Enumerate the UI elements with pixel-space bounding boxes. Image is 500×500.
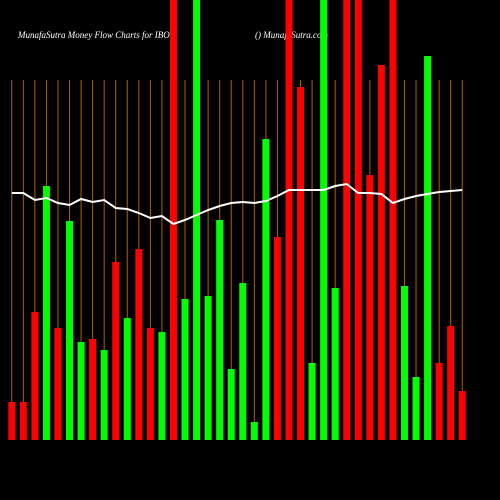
bar bbox=[89, 339, 97, 440]
bar bbox=[262, 139, 270, 440]
bar bbox=[42, 186, 50, 440]
bar bbox=[227, 369, 235, 440]
bar bbox=[135, 249, 143, 440]
bar bbox=[204, 296, 212, 440]
bar bbox=[19, 402, 27, 440]
bar bbox=[412, 377, 420, 440]
bar bbox=[112, 262, 120, 440]
bar bbox=[146, 328, 154, 440]
bar bbox=[158, 332, 166, 440]
bar bbox=[354, 0, 362, 440]
bar bbox=[193, 0, 201, 440]
bar bbox=[297, 87, 305, 440]
money-flow-line bbox=[11, 182, 463, 226]
bar bbox=[458, 391, 466, 440]
bar bbox=[181, 299, 189, 440]
bar bbox=[250, 422, 258, 440]
bar bbox=[8, 402, 16, 440]
bar bbox=[66, 221, 74, 440]
bar bbox=[320, 0, 328, 440]
bar bbox=[366, 175, 374, 440]
chart-title: MunafaSutra Money Flow Charts for IBOT bbox=[17, 30, 176, 40]
bar bbox=[389, 0, 397, 440]
bar bbox=[54, 328, 62, 440]
bar bbox=[169, 0, 177, 440]
bar bbox=[216, 220, 224, 440]
bar bbox=[424, 56, 432, 440]
bar bbox=[100, 350, 108, 440]
bar bbox=[31, 312, 39, 440]
bar bbox=[377, 65, 385, 440]
bar bbox=[308, 363, 316, 440]
bar bbox=[285, 0, 293, 440]
bar bbox=[77, 342, 85, 440]
bar bbox=[343, 0, 351, 440]
bar bbox=[447, 326, 455, 440]
bar bbox=[331, 288, 339, 440]
bar bbox=[400, 286, 408, 440]
bar bbox=[123, 318, 131, 440]
bar bbox=[273, 237, 281, 440]
bar bbox=[239, 283, 247, 440]
bar bbox=[435, 363, 443, 440]
